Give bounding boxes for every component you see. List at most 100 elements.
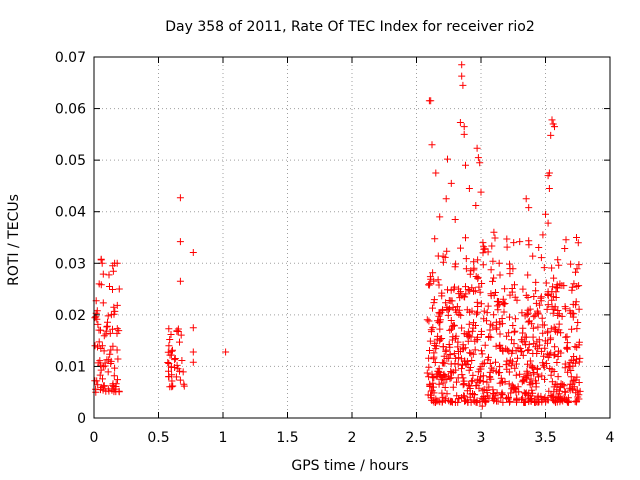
data-point [499, 378, 507, 386]
data-point [550, 323, 558, 331]
data-point [441, 359, 449, 367]
data-point [103, 323, 111, 331]
data-point [436, 310, 444, 318]
data-point [509, 265, 517, 273]
data-point [554, 256, 562, 264]
data-point [528, 386, 536, 394]
data-point [113, 259, 121, 267]
data-point [485, 394, 493, 402]
data-point [481, 397, 489, 405]
data-point [529, 252, 537, 260]
data-point [455, 285, 463, 293]
data-point [438, 374, 446, 382]
data-point [468, 284, 476, 292]
data-point [487, 320, 495, 328]
data-point [424, 391, 432, 399]
data-point [549, 293, 557, 301]
data-point [564, 345, 571, 353]
data-point [550, 368, 558, 375]
data-point [450, 350, 458, 358]
data-point [531, 311, 539, 319]
data-point [545, 185, 553, 192]
data-point [513, 396, 521, 403]
data-point [544, 172, 552, 180]
x-tick-label: 3.5 [534, 430, 556, 446]
data-point [486, 368, 494, 376]
data-point [505, 380, 513, 388]
data-point [477, 300, 485, 308]
data-point [426, 383, 434, 390]
data-point [503, 243, 511, 251]
data-point [571, 398, 579, 406]
data-point [453, 378, 460, 386]
data-point [479, 249, 487, 257]
data-point [561, 388, 569, 396]
data-point [189, 249, 197, 256]
data-point [567, 367, 575, 374]
data-point [456, 119, 464, 126]
data-point [427, 97, 435, 105]
data-point [435, 380, 443, 388]
data-point [425, 317, 433, 325]
data-point [171, 355, 179, 362]
data-point [479, 239, 487, 247]
data-point [504, 395, 512, 403]
data-point [454, 343, 462, 351]
data-point [483, 389, 491, 397]
data-point [109, 342, 117, 350]
data-point [93, 307, 101, 315]
data-point [470, 319, 477, 327]
grid-lines [94, 57, 610, 418]
data-point [478, 280, 486, 287]
x-tick-label: 4 [606, 430, 615, 446]
data-point [491, 234, 499, 242]
data-point [544, 329, 551, 337]
data-point [541, 344, 549, 352]
data-point [431, 359, 439, 366]
data-point [550, 305, 558, 313]
data-point [539, 321, 547, 329]
data-point [465, 332, 473, 340]
data-point [495, 298, 503, 305]
data-point [499, 295, 507, 303]
data-point [490, 291, 498, 299]
data-point [551, 327, 559, 335]
data-point [447, 374, 455, 382]
data-point [447, 297, 455, 305]
x-tick-labels: 0 0.5 1 1.5 2 2.5 3 3.5 4 [90, 430, 615, 446]
data-point [547, 325, 555, 333]
data-point [487, 266, 495, 274]
data-point [470, 266, 478, 274]
data-point [511, 327, 519, 335]
data-point [555, 310, 563, 318]
data-point [458, 371, 466, 379]
data-point [532, 278, 540, 286]
data-point [540, 352, 548, 360]
data-point [532, 299, 540, 307]
data-point [472, 202, 480, 209]
data-point [443, 390, 451, 398]
data-point [462, 234, 469, 242]
data-point [449, 383, 457, 391]
data-point [506, 313, 513, 321]
data-point [532, 287, 540, 295]
data-point [166, 336, 174, 343]
data-point [554, 307, 562, 314]
data-point [512, 388, 520, 396]
data-point [451, 263, 459, 271]
x-tick-label: 2.5 [405, 430, 427, 446]
data-point [474, 154, 482, 162]
data-point [488, 242, 496, 250]
data-point [547, 371, 555, 379]
data-point [478, 347, 485, 355]
data-point [95, 326, 103, 334]
data-point [530, 313, 538, 321]
data-point [543, 305, 551, 313]
data-point [97, 366, 105, 374]
data-point [113, 301, 121, 309]
data-point [100, 332, 108, 340]
data-point [173, 327, 181, 335]
data-point [548, 296, 556, 304]
data-point [492, 324, 500, 332]
